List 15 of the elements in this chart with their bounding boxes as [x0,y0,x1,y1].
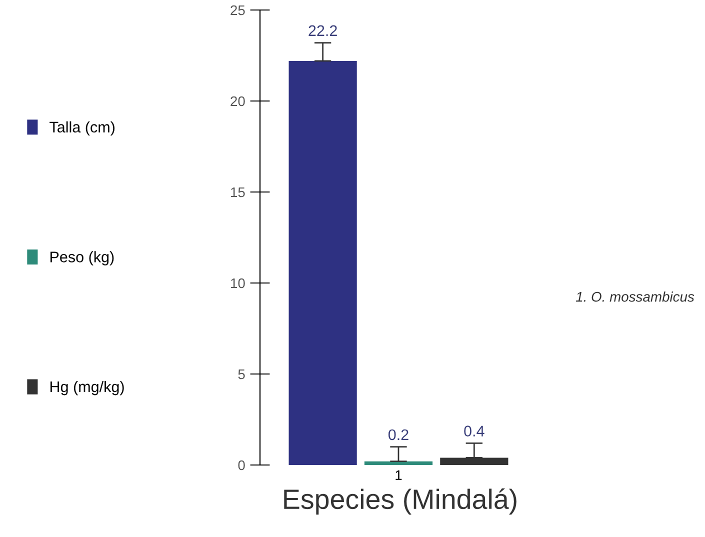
x-tick-label: 1 [396,470,402,480]
y-tick-label: 0 [238,460,245,470]
legend-label: Peso (kg) [50,251,114,266]
data-label: 0.2 [388,429,408,440]
x-axis-title: Especies (Mindalá) [284,488,516,515]
y-tick-label: 20 [230,96,245,106]
data-label: 0.4 [464,426,484,436]
y-tick-label: 10 [231,278,245,288]
data-label: 22.2 [308,25,337,36]
legend-label: Hg (mg/kg) [50,380,124,396]
text: 1. O. mossambicus [576,292,694,302]
y-tick-label: 5 [238,369,245,380]
y-tick-label: 25 [230,5,245,16]
y-tick-label: 15 [231,187,245,198]
legend-label: Talla (cm) [50,121,114,136]
